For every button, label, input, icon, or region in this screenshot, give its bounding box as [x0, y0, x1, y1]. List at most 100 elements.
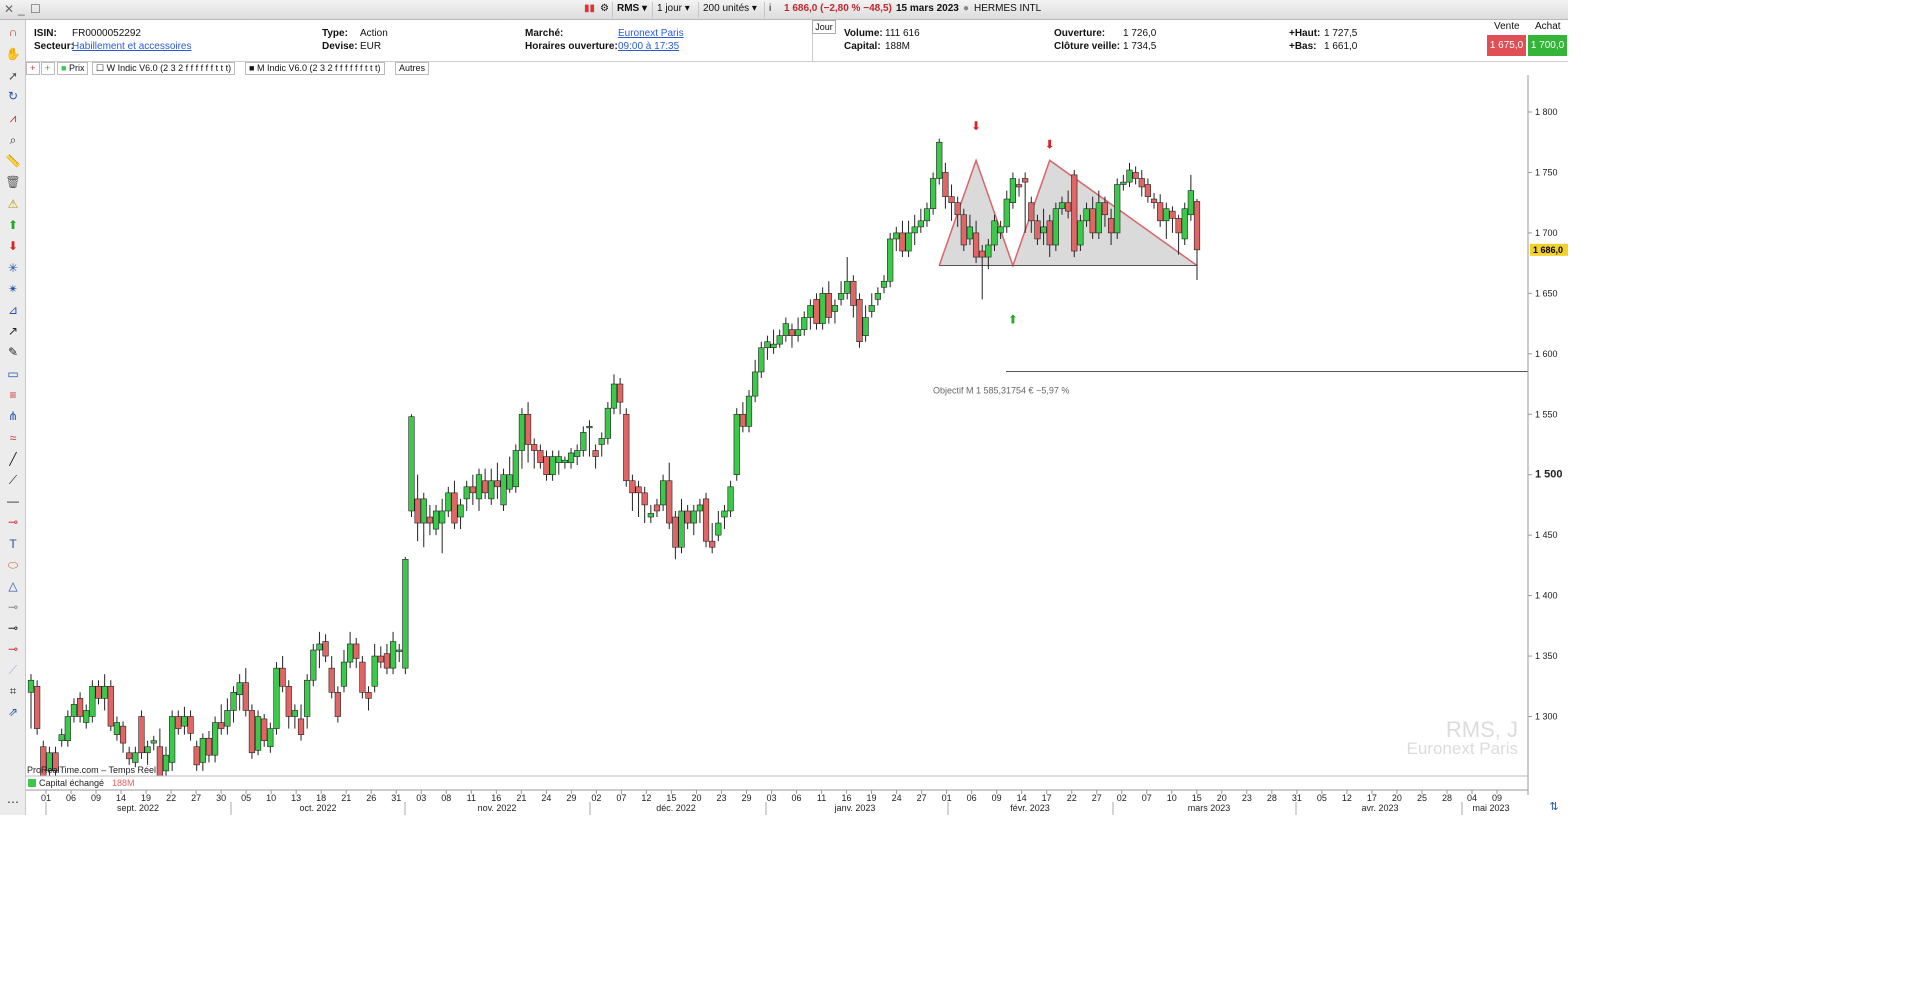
tab-w-indic[interactable]: ☐ W Indic V6.0 (2 3 2 f f f f f f t t t): [92, 62, 236, 75]
candle: [1163, 202, 1170, 239]
candle: [52, 746, 59, 776]
channel-icon[interactable]: ≡: [9, 388, 17, 402]
hand-icon[interactable]: ✋: [5, 47, 21, 61]
pointer-icon[interactable]: ➚: [7, 69, 19, 83]
period-select[interactable]: 1 jour ▾: [652, 2, 694, 18]
more-icon[interactable]: ⋯: [7, 795, 19, 809]
alert-icon[interactable]: ⚠: [7, 197, 19, 211]
wave-icon[interactable]: ✳: [7, 261, 19, 275]
candle: [1046, 214, 1053, 258]
tab-jour[interactable]: Jour: [812, 20, 836, 34]
ruler-icon[interactable]: 📏: [5, 154, 21, 168]
achat-label: Achat: [1535, 21, 1561, 32]
rotate-icon[interactable]: ↻: [7, 89, 19, 103]
x-axis: 01 06 09 14 19 22 27 30 05 10 13 18 21 26 31 03 08 11 16 21…: [41, 790, 1510, 815]
candle-body-down: [623, 413, 630, 482]
marche-link[interactable]: Euronext Paris: [618, 28, 684, 39]
candle: [997, 220, 1004, 239]
add-panel-icon[interactable]: +: [41, 62, 55, 75]
candle: [475, 468, 483, 511]
indicator-draw-icon[interactable]: ⌗: [9, 684, 17, 698]
candle-body-up: [715, 522, 722, 536]
tab-autres[interactable]: Autres: [395, 62, 430, 75]
hline-red-icon[interactable]: ⊸: [7, 515, 19, 529]
fib-icon[interactable]: ⊿: [7, 303, 19, 317]
units-select[interactable]: 200 unités ▾: [698, 2, 761, 18]
magnet-icon[interactable]: ∩: [8, 25, 18, 39]
candle: [1144, 178, 1152, 203]
candle: [420, 492, 427, 548]
candle: [89, 680, 96, 723]
arrow-draw-icon[interactable]: ↗: [7, 324, 19, 338]
ray-red-icon[interactable]: ⊸: [7, 642, 19, 656]
tab-prix[interactable]: ■ Prix: [57, 62, 89, 75]
candle-body-down: [709, 540, 716, 548]
disabled-tool-icon[interactable]: ⟋: [8, 663, 18, 677]
candle-body-up: [113, 722, 121, 735]
candle-body-down: [684, 510, 691, 524]
triangle-icon[interactable]: △: [8, 579, 18, 593]
secteur-link[interactable]: Habillement et accessoires: [72, 41, 192, 52]
candle-body-up: [310, 649, 317, 681]
candle-body-down: [1132, 172, 1139, 179]
ray-black-icon[interactable]: ⊸: [7, 621, 19, 635]
trend-icon[interactable]: ⩘: [9, 111, 17, 125]
abc-icon[interactable]: ✴: [7, 282, 19, 296]
pen-icon[interactable]: ✎: [7, 345, 19, 359]
minimize-icon[interactable]: _: [18, 2, 25, 16]
zoom-icon[interactable]: ⌕: [9, 133, 17, 147]
candle-body-down: [205, 737, 213, 756]
candle: [752, 359, 759, 403]
last-price-box: [1530, 243, 1568, 256]
segment-icon[interactable]: ⟋: [8, 473, 18, 487]
line-icon[interactable]: ╱: [9, 452, 17, 466]
settings-icon[interactable]: ⚙: [600, 3, 609, 14]
candle: [905, 220, 912, 258]
close-icon[interactable]: ✕: [4, 2, 15, 16]
candle: [930, 172, 937, 215]
candle-body-down: [1034, 220, 1041, 240]
x-tick-label: 31: [391, 793, 401, 803]
candle: [985, 238, 992, 270]
achat-button[interactable]: 1 700,0: [1528, 35, 1567, 56]
ellipse-icon[interactable]: ⬭: [7, 558, 19, 572]
vente-button[interactable]: 1 675,0: [1487, 35, 1526, 56]
x-tick-label: 08: [441, 793, 451, 803]
candle: [1028, 196, 1035, 233]
symbol-select[interactable]: RMS ▾: [612, 2, 651, 18]
candle-body-up: [801, 317, 808, 330]
text-icon[interactable]: T: [9, 537, 17, 551]
tab-m-indic[interactable]: ■ M Indic V6.0 (2 3 2 f f f f f f t t t): [245, 62, 385, 75]
candle-body-up: [89, 685, 96, 717]
scale-icon[interactable]: ⇅: [1549, 801, 1558, 813]
candle-body-up: [930, 178, 937, 210]
add-indicator-icon[interactable]: +: [26, 62, 40, 75]
x-tick-label: 31: [1292, 793, 1302, 803]
buy-arrow-icon[interactable]: ⬆: [7, 218, 19, 232]
last-price-tag: 1 686,0: [1530, 243, 1568, 256]
x-tick-label: 21: [516, 793, 526, 803]
candle: [795, 317, 802, 342]
chart-type-icon[interactable]: ▮▮: [584, 3, 596, 14]
rectangle-icon[interactable]: ▭: [7, 367, 19, 381]
maximize-icon[interactable]: ☐: [30, 2, 41, 16]
candle: [254, 710, 262, 756]
hline-icon[interactable]: —: [7, 494, 19, 508]
candle: [512, 444, 519, 493]
marche-label: Marché:: [525, 28, 564, 39]
pitchfork-icon[interactable]: ⋔: [7, 409, 19, 423]
horaires-link[interactable]: 09:00 à 17:35: [618, 41, 680, 52]
vente-label: Vente: [1494, 21, 1520, 32]
status-dot-icon: ●: [963, 3, 970, 14]
regression-icon[interactable]: ≈: [9, 431, 17, 445]
rect-arrow-icon[interactable]: ⇗: [7, 705, 19, 719]
candle: [1058, 196, 1066, 215]
candle: [690, 504, 697, 536]
y-axis: 1 800 1 750 1 700 1 650 1 600 1 550 1 500 1 450…: [1528, 107, 1563, 722]
candle: [623, 408, 630, 487]
ray-icon[interactable]: ⊸: [7, 600, 19, 614]
trash-icon[interactable]: 🗑: [5, 175, 21, 189]
candle-body-up: [396, 649, 403, 652]
sell-arrow-icon[interactable]: ⬇: [7, 239, 19, 253]
info-icon[interactable]: i: [764, 2, 775, 18]
